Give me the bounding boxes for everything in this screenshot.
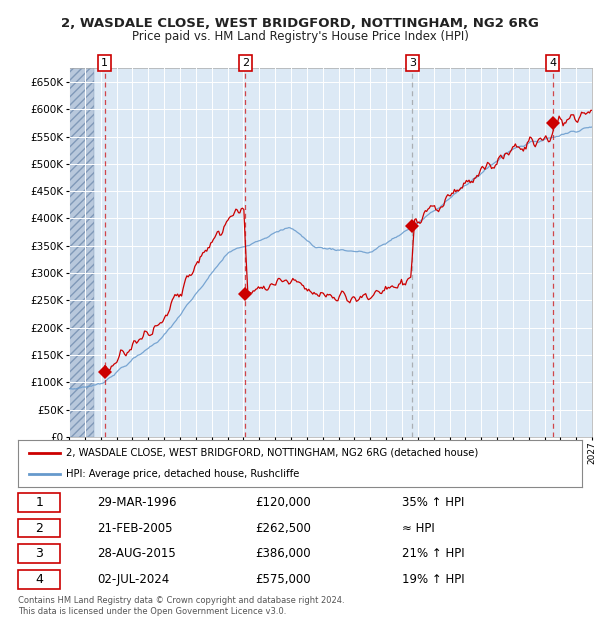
Text: 2, WASDALE CLOSE, WEST BRIDGFORD, NOTTINGHAM, NG2 6RG: 2, WASDALE CLOSE, WEST BRIDGFORD, NOTTIN… bbox=[61, 17, 539, 30]
Text: 35% ↑ HPI: 35% ↑ HPI bbox=[401, 496, 464, 509]
Text: 1: 1 bbox=[101, 58, 108, 68]
FancyBboxPatch shape bbox=[18, 544, 60, 563]
Text: £262,500: £262,500 bbox=[255, 521, 311, 534]
Text: 2: 2 bbox=[242, 58, 249, 68]
Text: ≈ HPI: ≈ HPI bbox=[401, 521, 434, 534]
Text: 19% ↑ HPI: 19% ↑ HPI bbox=[401, 573, 464, 586]
Text: £575,000: £575,000 bbox=[255, 573, 311, 586]
Text: 4: 4 bbox=[549, 58, 556, 68]
Text: 02-JUL-2024: 02-JUL-2024 bbox=[97, 573, 169, 586]
Text: Contains HM Land Registry data © Crown copyright and database right 2024.
This d: Contains HM Land Registry data © Crown c… bbox=[18, 596, 344, 616]
Text: 2: 2 bbox=[35, 521, 43, 534]
FancyBboxPatch shape bbox=[18, 494, 60, 512]
FancyBboxPatch shape bbox=[18, 570, 60, 588]
Text: 28-AUG-2015: 28-AUG-2015 bbox=[97, 547, 176, 560]
Text: Price paid vs. HM Land Registry's House Price Index (HPI): Price paid vs. HM Land Registry's House … bbox=[131, 30, 469, 43]
Text: 2, WASDALE CLOSE, WEST BRIDGFORD, NOTTINGHAM, NG2 6RG (detached house): 2, WASDALE CLOSE, WEST BRIDGFORD, NOTTIN… bbox=[66, 448, 478, 458]
Text: 1: 1 bbox=[35, 496, 43, 509]
Text: 3: 3 bbox=[409, 58, 416, 68]
Text: 21-FEB-2005: 21-FEB-2005 bbox=[97, 521, 172, 534]
Text: 4: 4 bbox=[35, 573, 43, 586]
Text: 21% ↑ HPI: 21% ↑ HPI bbox=[401, 547, 464, 560]
FancyBboxPatch shape bbox=[18, 519, 60, 538]
Text: 3: 3 bbox=[35, 547, 43, 560]
Text: HPI: Average price, detached house, Rushcliffe: HPI: Average price, detached house, Rush… bbox=[66, 469, 299, 479]
Text: £120,000: £120,000 bbox=[255, 496, 311, 509]
Text: 29-MAR-1996: 29-MAR-1996 bbox=[97, 496, 176, 509]
Text: £386,000: £386,000 bbox=[255, 547, 311, 560]
